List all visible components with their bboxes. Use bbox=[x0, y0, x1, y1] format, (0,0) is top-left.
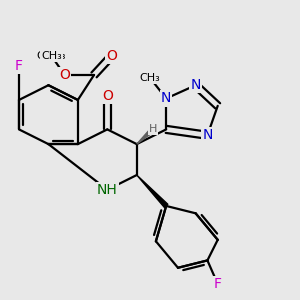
Polygon shape bbox=[137, 128, 154, 144]
Text: N: N bbox=[190, 78, 201, 92]
Text: CH₃: CH₃ bbox=[140, 73, 160, 83]
Text: H: H bbox=[149, 124, 157, 134]
Text: CH₃: CH₃ bbox=[41, 51, 62, 61]
Text: NH: NH bbox=[97, 183, 118, 197]
Text: O: O bbox=[102, 88, 113, 103]
Text: O: O bbox=[106, 49, 117, 63]
Text: F: F bbox=[214, 277, 222, 291]
Polygon shape bbox=[137, 175, 168, 208]
Text: N: N bbox=[202, 128, 213, 142]
Text: O: O bbox=[59, 68, 70, 82]
Text: N: N bbox=[161, 92, 171, 106]
Text: F: F bbox=[15, 59, 23, 73]
Text: OCH₃: OCH₃ bbox=[37, 51, 66, 61]
